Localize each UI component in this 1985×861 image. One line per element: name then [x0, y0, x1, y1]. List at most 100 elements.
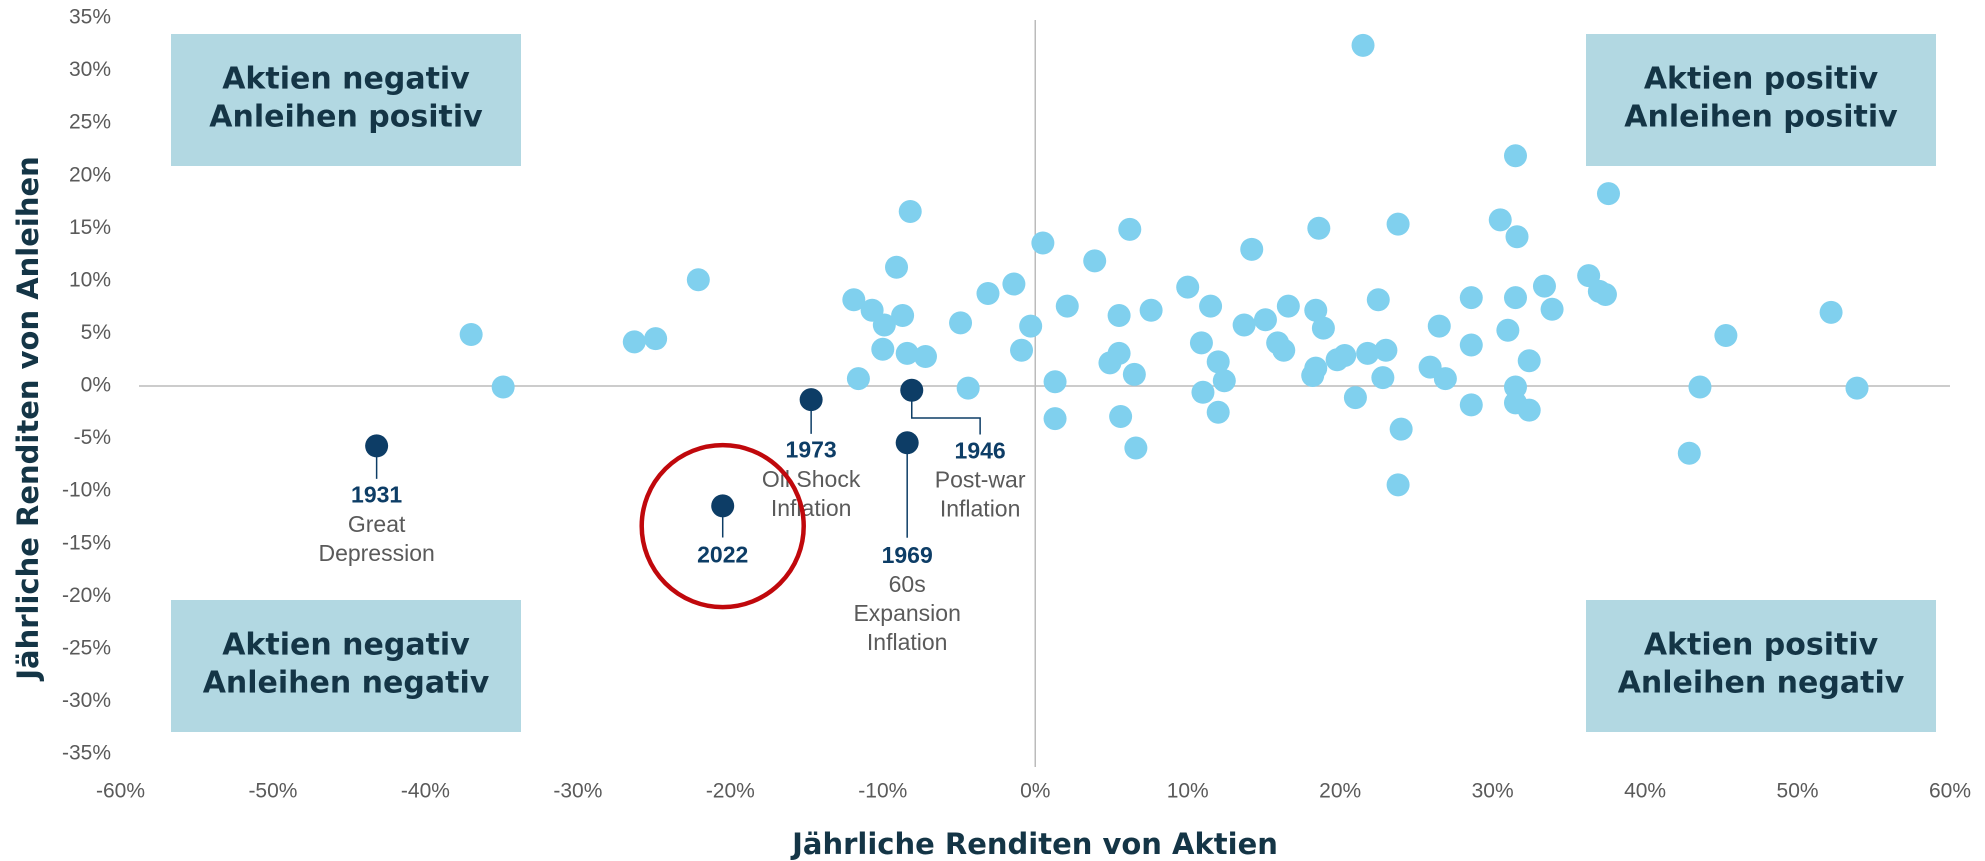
point	[1107, 304, 1131, 328]
point	[1503, 286, 1527, 310]
point	[1333, 344, 1357, 368]
point	[842, 288, 866, 312]
point	[1109, 404, 1133, 428]
point	[1019, 314, 1043, 338]
point	[1845, 376, 1869, 400]
point	[1356, 341, 1380, 365]
highlight-point	[365, 434, 389, 458]
quadrant-label: Aktien positiv	[1644, 628, 1879, 663]
point	[1212, 369, 1236, 393]
annotation-text: Depression	[318, 540, 434, 566]
point	[1232, 313, 1256, 337]
annotation-text: 60s	[889, 571, 926, 597]
point	[1351, 33, 1375, 57]
annotation-leader	[911, 390, 981, 435]
point	[686, 268, 710, 292]
y-axis-title: Jährliche Renditen von Anleihen	[11, 156, 45, 682]
point	[956, 376, 980, 400]
point	[1596, 182, 1620, 206]
highlight-ring	[639, 442, 806, 610]
point	[1272, 338, 1296, 362]
annotation-year: 1969	[882, 542, 933, 568]
x-tick-label: 20%	[1319, 780, 1361, 803]
annotation-text: Oil Shock	[762, 466, 861, 492]
point	[622, 330, 646, 354]
point	[1688, 375, 1712, 399]
quadrant-label: Anleihen negativ	[1618, 666, 1905, 701]
point	[1055, 294, 1079, 318]
point	[1459, 286, 1483, 310]
point	[1031, 231, 1055, 255]
annotation-text: Great	[348, 511, 406, 537]
point	[1107, 341, 1131, 365]
point	[1191, 380, 1215, 404]
point	[459, 322, 483, 346]
point	[1253, 308, 1277, 332]
y-tick-label: 0%	[81, 374, 111, 397]
point	[1433, 367, 1457, 391]
highlight-point	[895, 431, 919, 455]
quadrant-label: Anleihen positiv	[1624, 100, 1898, 135]
point	[1366, 288, 1390, 312]
x-tick-label: 60%	[1929, 780, 1971, 803]
point	[885, 255, 909, 279]
point	[1386, 473, 1410, 497]
y-tick-label: -25%	[62, 636, 111, 659]
point	[891, 304, 915, 328]
point	[1304, 356, 1328, 380]
annotation-text: Inflation	[867, 629, 948, 655]
y-tick-label: -10%	[62, 479, 111, 502]
y-tick-label: -35%	[62, 742, 111, 765]
point	[1374, 338, 1398, 362]
point	[1122, 362, 1146, 386]
point	[1139, 298, 1163, 322]
x-tick-label: 40%	[1624, 780, 1666, 803]
point	[1593, 283, 1617, 307]
y-tick-label: 25%	[69, 111, 111, 134]
annotation-text: Inflation	[771, 495, 852, 521]
point	[1459, 333, 1483, 357]
y-tick-label: -15%	[62, 531, 111, 554]
point	[491, 375, 515, 399]
point	[1517, 398, 1541, 422]
y-tick-label: 35%	[69, 6, 111, 29]
y-tick-label: -5%	[74, 426, 111, 449]
y-tick-label: -30%	[62, 689, 111, 712]
point	[1503, 375, 1527, 399]
point	[898, 199, 922, 223]
x-tick-label: 50%	[1777, 780, 1819, 803]
quadrant-label: Aktien negativ	[222, 62, 470, 97]
quadrant-box	[171, 34, 521, 166]
point	[1118, 217, 1142, 241]
y-tick-label: 10%	[69, 268, 111, 291]
point	[1488, 208, 1512, 232]
point	[976, 281, 1000, 305]
point	[1386, 212, 1410, 236]
x-tick-label: 30%	[1472, 780, 1514, 803]
annotation-text: Inflation	[940, 496, 1021, 522]
y-tick-label: 20%	[69, 163, 111, 186]
point	[1043, 407, 1067, 431]
point	[1189, 331, 1213, 355]
point	[1343, 386, 1367, 410]
point	[1304, 298, 1328, 322]
annotation-text: Post-war	[935, 466, 1026, 492]
annotation-text: Expansion	[853, 600, 960, 626]
point	[1459, 393, 1483, 417]
quadrant-label: Aktien negativ	[222, 628, 470, 663]
point	[1503, 144, 1527, 168]
x-axis-title: Jährliche Renditen von Aktien	[790, 827, 1278, 861]
point	[846, 367, 870, 391]
point	[1276, 294, 1300, 318]
point	[895, 341, 919, 365]
point	[1389, 417, 1413, 441]
point	[644, 327, 668, 351]
quadrant-box	[1586, 34, 1936, 166]
x-tick-label: -40%	[401, 780, 450, 803]
highlight-point	[900, 378, 924, 402]
annotation-year: 1973	[786, 437, 837, 463]
quadrant-box	[171, 600, 521, 732]
point	[1677, 441, 1701, 465]
point	[1532, 274, 1556, 298]
